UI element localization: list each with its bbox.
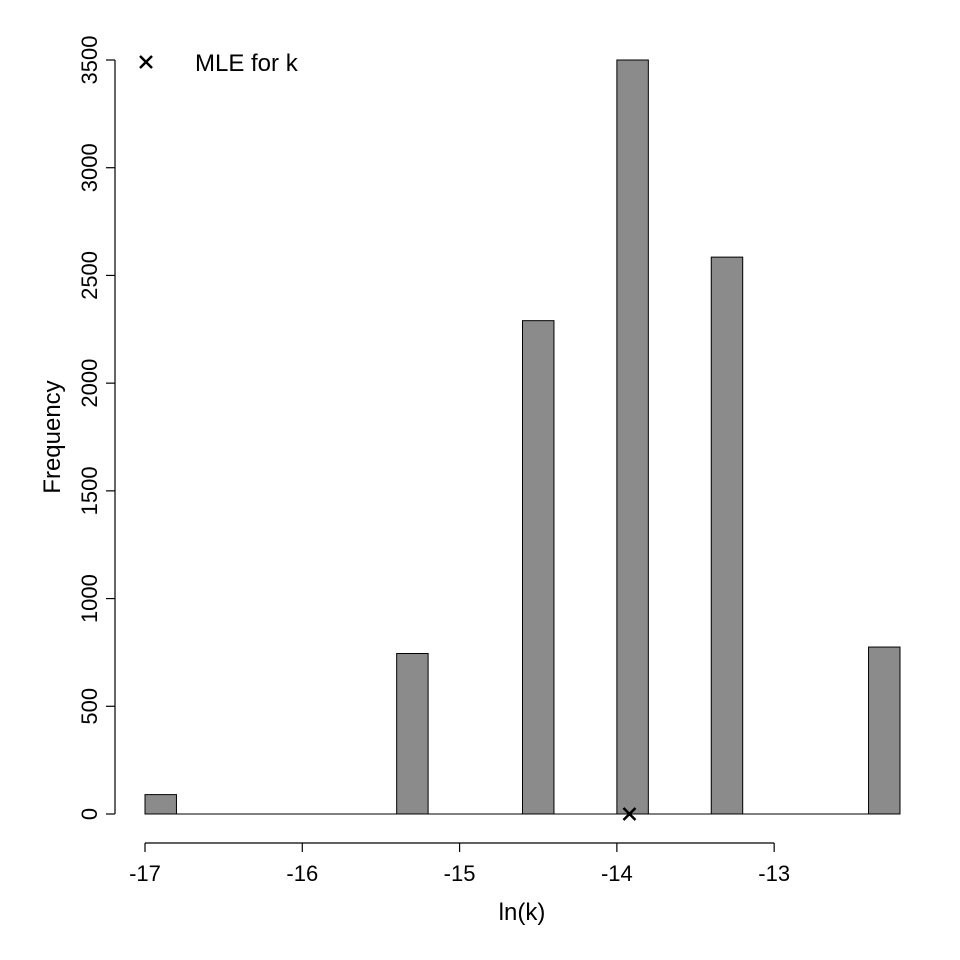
y-tick-label: 1500: [77, 466, 102, 515]
legend: MLE for k: [139, 50, 299, 77]
legend-x-mark: [139, 55, 153, 69]
x-ticks: -17 -16 -15 -14 -13: [129, 843, 790, 886]
y-tick-label: 3000: [77, 143, 102, 192]
y-tick-label: 1000: [77, 574, 102, 623]
bar-3: [616, 59, 649, 815]
x-tick-label: -15: [444, 861, 476, 886]
y-tick-label: 500: [77, 688, 102, 725]
x-axis: -17 -16 -15 -14 -13: [129, 842, 790, 886]
bar-5: [868, 646, 901, 815]
y-tick-label: 2500: [77, 251, 102, 300]
legend-label: MLE for k: [195, 50, 299, 77]
legend-x-marker-icon: [139, 55, 153, 69]
y-tick-label: 0: [77, 808, 102, 820]
x-tick-label: -14: [601, 861, 633, 886]
y-tick-label: 2000: [77, 359, 102, 408]
x-tick-label: -16: [286, 861, 318, 886]
mle-point-marker: [622, 807, 637, 821]
y-axis-title: Frequency: [39, 380, 66, 493]
y-tick-label: 3500: [77, 36, 102, 85]
bar-4: [710, 256, 744, 815]
bars-group: [144, 59, 901, 815]
mle-x-mark: [622, 807, 637, 821]
bar-1: [396, 653, 429, 815]
x-axis-title: ln(k): [499, 899, 546, 926]
x-tick-label: -13: [758, 861, 790, 886]
x-tick-label: -17: [129, 861, 161, 886]
y-axis: 0 500 1000 1500 2000 2500 3000 3500: [77, 36, 116, 820]
bar-0: [144, 794, 177, 815]
y-ticks: 0 500 1000 1500 2000 2500 3000 3500: [77, 36, 115, 820]
bar-2: [522, 320, 555, 815]
